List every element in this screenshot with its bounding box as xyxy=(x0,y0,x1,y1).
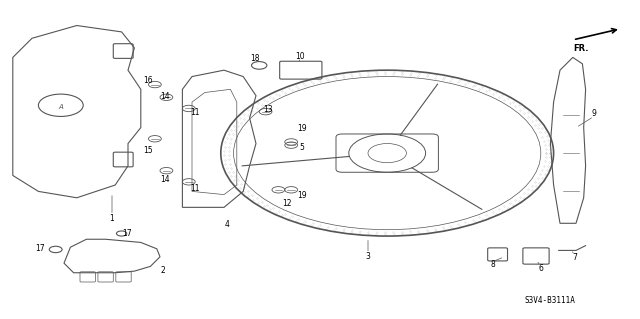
Text: 10: 10 xyxy=(294,52,305,61)
Text: 8: 8 xyxy=(490,260,495,269)
Text: 15: 15 xyxy=(143,146,154,155)
Text: A: A xyxy=(58,104,63,110)
Text: 7: 7 xyxy=(572,253,577,262)
Text: 19: 19 xyxy=(297,191,307,200)
Text: S3V4-B3111A: S3V4-B3111A xyxy=(525,296,575,305)
Text: 4: 4 xyxy=(225,220,230,229)
Text: 3: 3 xyxy=(365,252,371,261)
Text: 14: 14 xyxy=(160,175,170,184)
Text: 19: 19 xyxy=(297,124,307,133)
Text: 17: 17 xyxy=(35,244,45,253)
Text: 9: 9 xyxy=(591,109,596,118)
Text: 18: 18 xyxy=(250,54,259,63)
Text: 13: 13 xyxy=(262,105,273,114)
Text: 11: 11 xyxy=(191,108,200,117)
Text: 17: 17 xyxy=(122,229,132,238)
Text: 5: 5 xyxy=(300,143,305,152)
Text: 6: 6 xyxy=(538,264,543,273)
Text: 2: 2 xyxy=(161,266,166,275)
Text: 1: 1 xyxy=(109,214,115,223)
Text: 12: 12 xyxy=(282,199,291,208)
Text: 11: 11 xyxy=(191,184,200,193)
Text: 14: 14 xyxy=(160,92,170,101)
Text: 16: 16 xyxy=(143,76,154,85)
Text: FR.: FR. xyxy=(573,44,588,53)
